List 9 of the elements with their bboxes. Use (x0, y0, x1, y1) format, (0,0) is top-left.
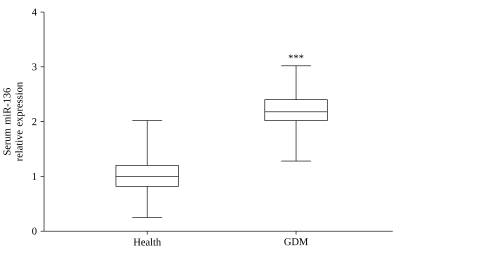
annotation: *** (288, 54, 304, 58)
x-tick-label: GDM (284, 238, 308, 246)
y-tick-label: 0 (32, 228, 37, 235)
y-tick-label: 2 (32, 118, 36, 126)
y-tick-label: 3 (32, 63, 37, 70)
y-axis-title: Serum miR-136 relative expression (3, 82, 25, 162)
y-tick-label: 1 (32, 172, 36, 180)
x-tick-label: Health (134, 238, 161, 246)
y-tick-label: 4 (32, 8, 37, 16)
